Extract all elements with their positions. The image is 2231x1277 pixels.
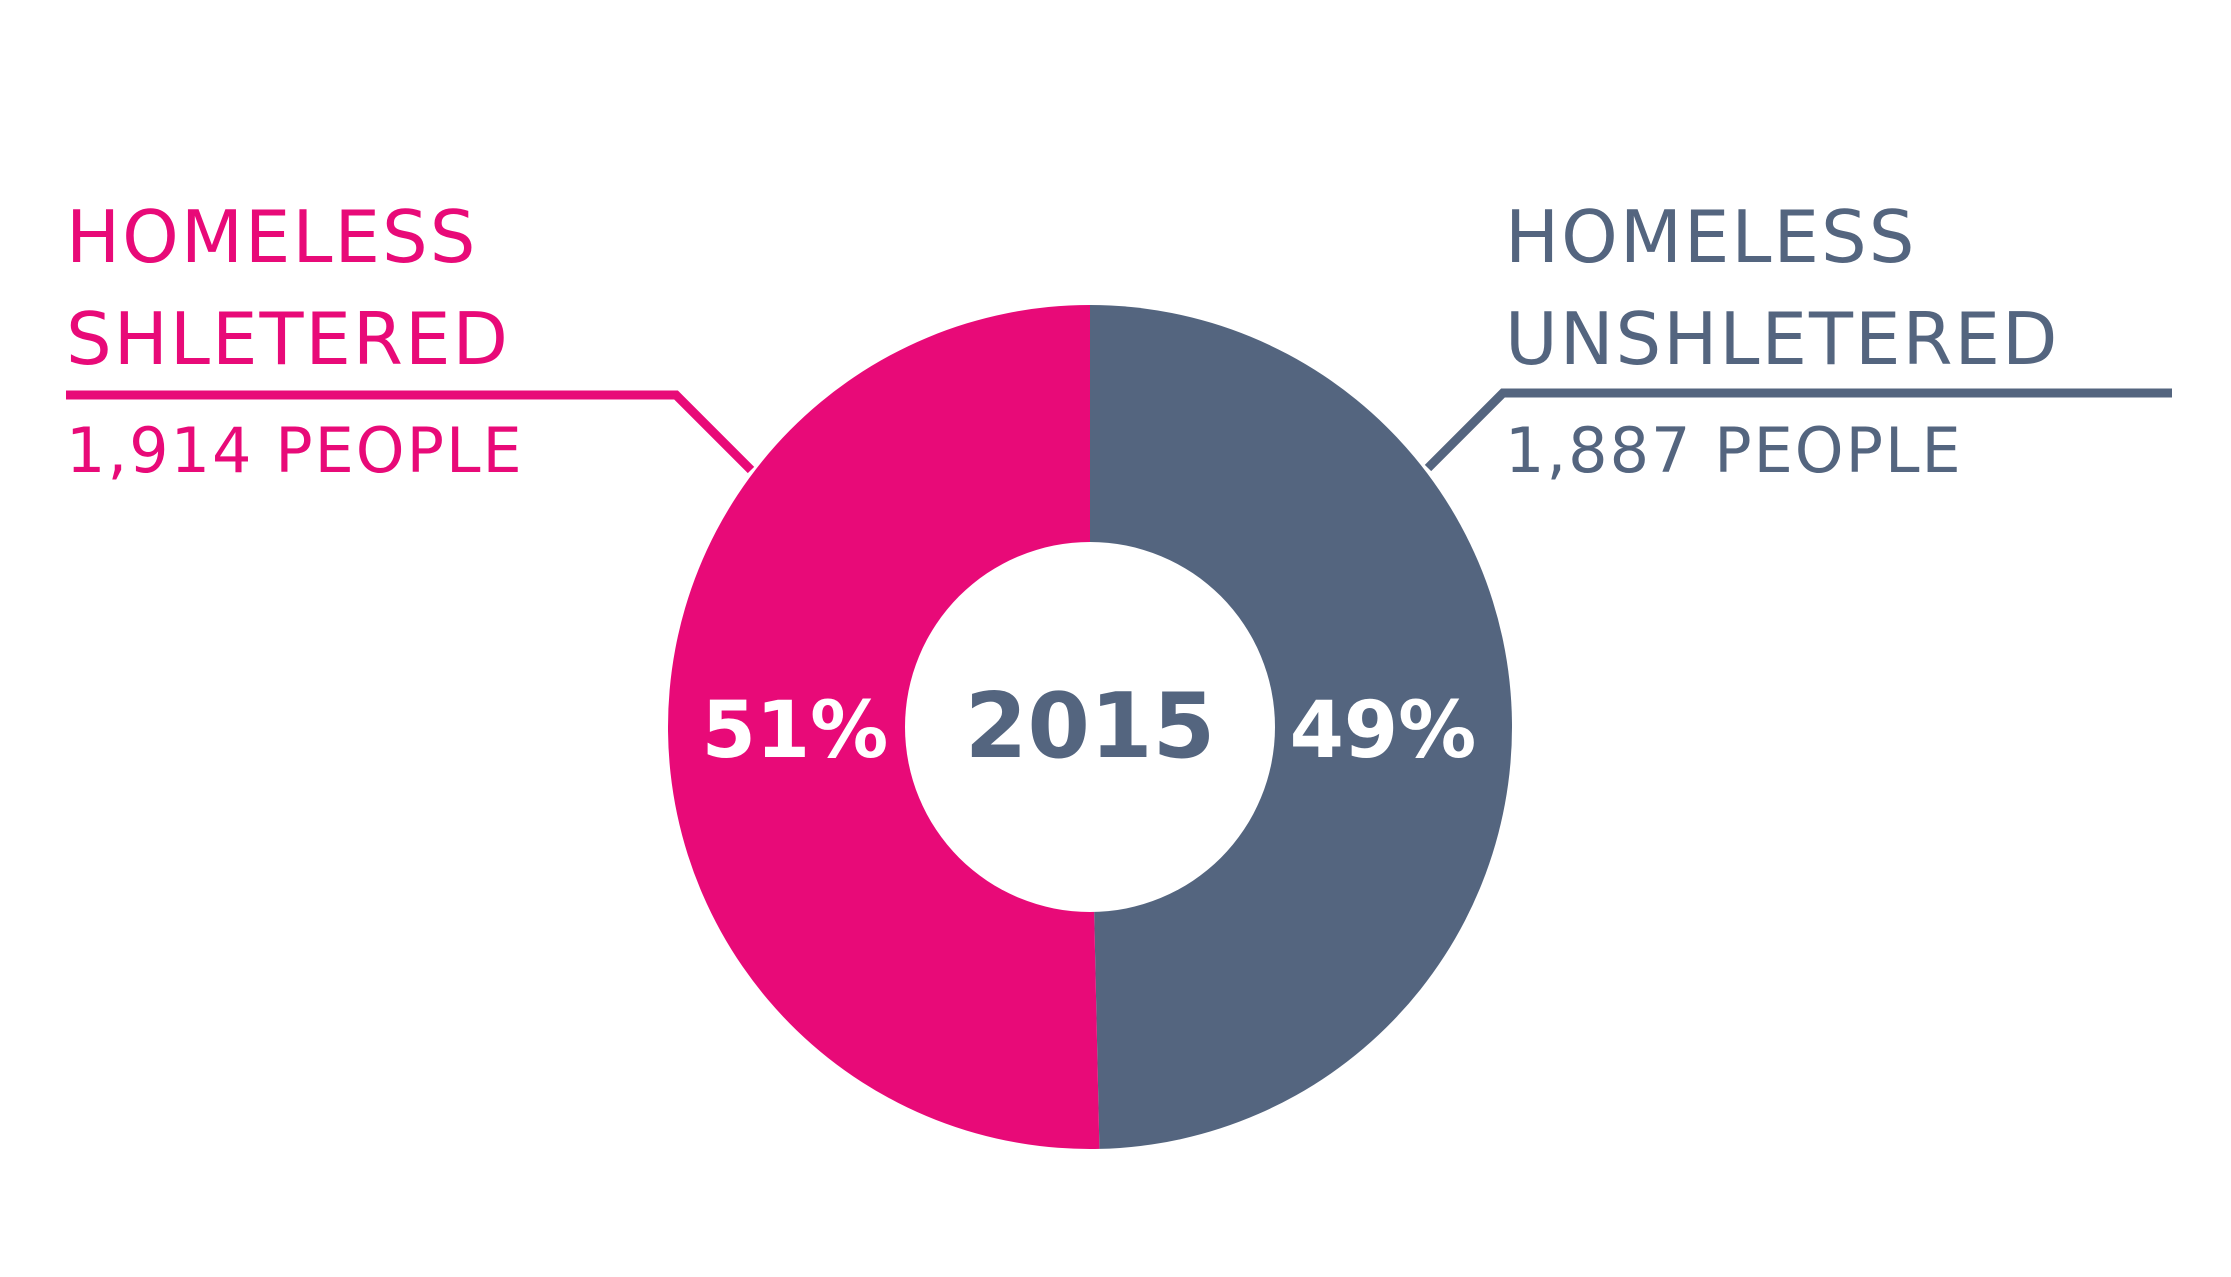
legend-unsheltered-line1: HOMELESS [1505,195,1916,279]
donut-hole [905,542,1275,912]
legend-sheltered-line1: HOMELESS [66,195,477,279]
slice-percent-sheltered: 51% [702,686,889,776]
legend-unsheltered-people: 1,887 PEOPLE [1505,414,1963,487]
legend-sheltered-line2: SHLETERED [66,297,510,381]
legend-unsheltered-line2: UNSHLETERED [1505,297,2059,381]
leader-line-unsheltered [1424,388,2172,472]
callout-unsheltered: HOMELESS UNSHLETERED 1,887 PEOPLE [1424,195,2172,487]
slice-percent-unsheltered: 49% [1290,686,1477,776]
callout-sheltered: HOMELESS SHLETERED 1,914 PEOPLE [66,195,755,487]
center-year-label: 2015 [965,674,1216,779]
donut-slices [668,305,1513,1149]
slice-unsheltered [1090,305,1513,1149]
legend-sheltered-people: 1,914 PEOPLE [66,414,524,487]
leader-line-sheltered [66,390,755,474]
slice-sheltered [668,305,1100,1149]
